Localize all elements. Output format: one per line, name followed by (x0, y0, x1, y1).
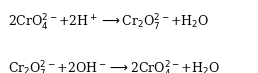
Text: Cr$_2$O$_7^{2-}$+2OH$^-\longrightarrow$2CrO$_4^{2-}$+H$_2$O: Cr$_2$O$_7^{2-}$+2OH$^-\longrightarrow$2… (8, 60, 220, 73)
Text: 2CrO$_4^{2-}$+2H$^+\longrightarrow$Cr$_2$O$_7^{2-}$+H$_2$O: 2CrO$_4^{2-}$+2H$^+\longrightarrow$Cr$_2… (8, 13, 209, 33)
